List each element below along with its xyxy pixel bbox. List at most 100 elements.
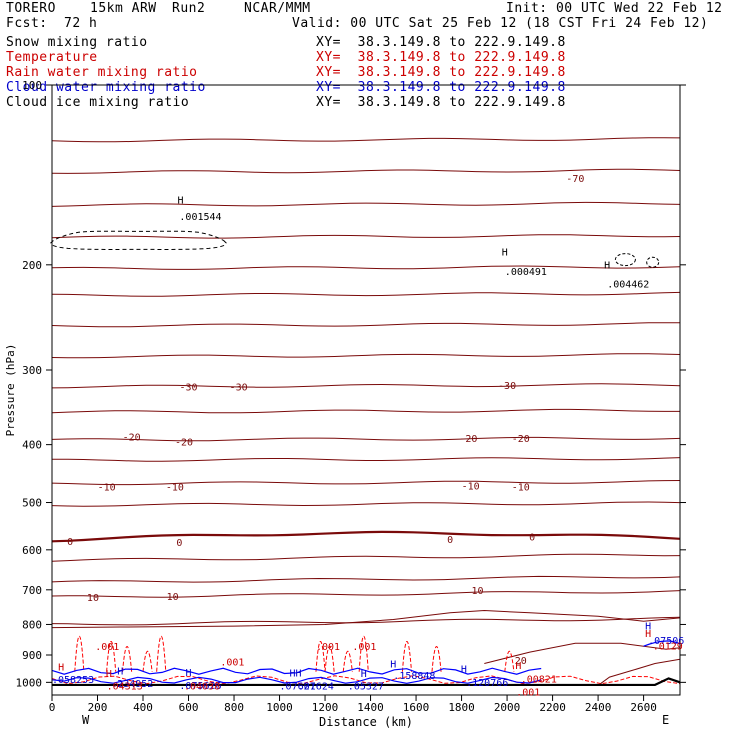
- cloudwater-top: [51, 667, 542, 675]
- x-axis-label: Distance (km): [319, 715, 413, 729]
- cloudwater-bottom: [51, 676, 542, 684]
- x-tick-label-800: 800: [224, 701, 244, 714]
- isotherm-11: [52, 457, 681, 462]
- rain-contour-7: [342, 650, 353, 672]
- isotherm-16: [51, 575, 681, 583]
- x-tick-label-2400: 2400: [585, 701, 612, 714]
- contour-label-10: -10: [462, 481, 480, 492]
- legend-label-3: Cloud water mixing ratio: [6, 80, 206, 95]
- contour-label-9: -10: [166, 482, 184, 493]
- max-value-label-19: .001: [220, 658, 244, 669]
- x-tick-label-1600: 1600: [403, 701, 430, 714]
- max-value-label-2: .004462: [607, 279, 649, 290]
- extremum-mark-1: H: [502, 248, 508, 259]
- max-value-label-5: .075626: [179, 681, 221, 692]
- y-tick-label-1000: 1000: [16, 676, 43, 689]
- max-value-label-10: .120766: [466, 678, 508, 689]
- x-tick-label-1800: 1800: [448, 701, 475, 714]
- extremum-mark-5: H: [106, 669, 112, 680]
- contour-label-0: -70: [566, 174, 584, 185]
- isotherm-1: [51, 168, 681, 174]
- rain-contour-11: [504, 650, 515, 672]
- contour-label-2: -30: [230, 383, 248, 394]
- isotherm-7: [51, 353, 681, 359]
- x-tick-label-0: 0: [49, 701, 56, 714]
- isotherm-0: [51, 137, 681, 143]
- rain-contour-10: [431, 646, 442, 672]
- max-value-label-9: .158848: [393, 671, 435, 682]
- x-tick-label-2600: 2600: [630, 701, 657, 714]
- rain-contour-8: [358, 635, 369, 672]
- resolution: 15km ARW: [90, 1, 157, 16]
- contour-label-16: 10: [87, 593, 99, 604]
- extremum-mark-12: H: [645, 621, 651, 632]
- cloudwater-east: [643, 640, 681, 647]
- contour-label-18: 10: [471, 586, 483, 597]
- isotherm-10: [51, 436, 681, 442]
- extremum-mark-13: H: [645, 629, 651, 640]
- rain-contour-4: [156, 635, 167, 672]
- extremum-mark-10: H: [461, 665, 467, 676]
- isotherm-14: [51, 530, 681, 543]
- extremum-mark-7: HH: [289, 669, 301, 680]
- contour-label-8: -10: [98, 482, 116, 493]
- rain-contour-2: [122, 646, 133, 672]
- y-tick-label-600: 600: [22, 544, 42, 557]
- plot-frame: [51, 84, 681, 696]
- rain-contour-1: [106, 640, 117, 672]
- y-tick-label-100: 100: [22, 79, 42, 92]
- y-tick-label-800: 800: [22, 618, 42, 631]
- init-time: Init: 00 UTC Wed 22 Feb 12: [506, 1, 723, 16]
- y-tick-label-500: 500: [22, 497, 42, 510]
- x-tick-label-1200: 1200: [312, 701, 339, 714]
- isotherm-17: [51, 590, 681, 598]
- terrain-line: [52, 677, 681, 687]
- contour-label-7: -20: [512, 434, 530, 445]
- legend-label-2: Rain water mixing ratio: [6, 65, 198, 80]
- isotherm-18: [51, 616, 681, 626]
- max-value-label-6: .07621: [280, 682, 316, 693]
- source-label: NCAR/MMM: [244, 1, 311, 16]
- y-tick-label-700: 700: [22, 584, 42, 597]
- extremum-mark-9: H: [390, 660, 396, 671]
- legend-xy-3: XY= 38.3.149.8 to 222.9.149.8: [316, 80, 566, 95]
- contour-label-4: -20: [123, 433, 141, 444]
- max-value-label-14: .00821: [521, 674, 557, 685]
- contour-label-13: 0: [176, 538, 182, 549]
- legend-xy-2: XY= 38.3.149.8 to 222.9.149.8: [316, 65, 566, 80]
- max-value-label-3: .058253: [52, 675, 94, 686]
- extremum-mark-4: H: [117, 666, 123, 677]
- contour-label-3: -30: [498, 381, 516, 392]
- y-tick-label-200: 200: [22, 259, 42, 272]
- legend-xy-0: XY= 38.3.149.8 to 222.9.149.8: [316, 35, 566, 50]
- isotherm-2: [51, 201, 681, 207]
- isotherm-warm: [51, 609, 681, 629]
- forecast-label: Fcst:: [6, 16, 48, 31]
- contour-label-17: 10: [167, 592, 179, 603]
- isotherm-warm-3: [597, 658, 681, 686]
- forecast-value: 72 h: [64, 16, 98, 31]
- extremum-mark-2: H: [604, 261, 610, 272]
- legend-label-4: Cloud ice mixing ratio: [6, 95, 190, 110]
- max-value-label-13: .04038: [184, 682, 220, 693]
- y-tick-label-400: 400: [22, 439, 42, 452]
- x-tick-label-400: 400: [133, 701, 153, 714]
- extremum-mark-11: H: [515, 661, 521, 672]
- rain-contour-3: [142, 650, 153, 672]
- rain-contour-9: [401, 640, 413, 672]
- max-value-label-20: .001: [516, 687, 540, 698]
- max-value-label-11: .07506: [648, 636, 684, 647]
- legend-label-0: Snow mixing ratio: [6, 35, 148, 50]
- extremum-mark-3: H: [58, 662, 64, 673]
- extremum-mark-6: H: [186, 668, 192, 679]
- extremum-mark-8: H: [361, 669, 367, 680]
- legend-xy-1: XY= 38.3.149.8 to 222.9.149.8: [316, 50, 566, 65]
- isotherm-15: [51, 553, 681, 562]
- isotherm-9: [51, 408, 680, 414]
- isotherm-5: [51, 291, 681, 297]
- y-axis-label: Pressure (hPa): [4, 344, 17, 437]
- contour-label-5: -20: [175, 437, 193, 448]
- x-tick-label-2000: 2000: [494, 701, 521, 714]
- west-label: W: [82, 713, 90, 727]
